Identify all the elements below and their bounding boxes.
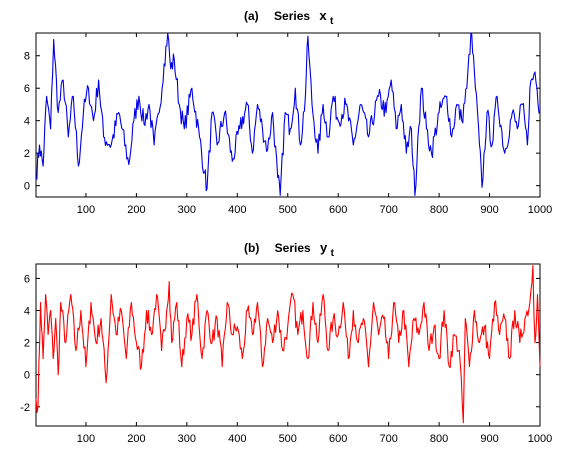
panel-b-xtick-label: 300 — [178, 433, 196, 445]
panel-a-xtick-label: 800 — [430, 204, 448, 216]
panel-a-xtick-label: 1000 — [528, 204, 552, 216]
panel-a-ytick-label: 4 — [24, 116, 30, 128]
panel-a-ticks: 100 200 300 400 500 600 700 800 900 1000 0 2 4 6 8 — [24, 33, 552, 216]
panel-b-xtick-label: 500 — [279, 433, 297, 445]
panel-a-title-subscript: t — [330, 16, 334, 27]
panel-a-series — [35, 32, 541, 196]
panel-b-xtick-label: 1000 — [528, 433, 552, 445]
panel-a-xtick-label: 600 — [329, 204, 347, 216]
panel-a-xtick-label: 400 — [228, 204, 246, 216]
panel-a-ytick-label: 8 — [24, 51, 30, 63]
panel-a-title-word: Series — [274, 9, 310, 23]
panel-a-title-prefix: (a) — [244, 9, 259, 23]
panel-a-xtick-label: 300 — [178, 204, 196, 216]
panel-b-xtick-label: 900 — [480, 433, 498, 445]
panel-b-ytick-label: 6 — [24, 273, 30, 285]
panel-a-xtick-label: 200 — [127, 204, 145, 216]
panel-a-title: (a) Series x t — [244, 8, 334, 27]
panel-a-ytick-label: 6 — [24, 83, 30, 95]
panel-b-title: (b) Series y t — [244, 240, 335, 259]
panel-b-ytick-label: 4 — [24, 306, 30, 318]
panel-b-ytick-label: -2 — [20, 402, 30, 414]
panel-b-ticks: 100 200 300 400 500 600 700 800 900 1000 -2 0 2 4 6 — [20, 264, 552, 445]
panel-b-title-var: y — [320, 240, 328, 255]
panel-b-xtick-label: 600 — [329, 433, 347, 445]
panel-b-title-subscript: t — [331, 248, 335, 259]
panel-b-xtick-label: 100 — [77, 433, 95, 445]
panel-a-title-var: x — [319, 8, 327, 23]
panel-b-series — [35, 265, 541, 424]
panel-b-ytick-label: 2 — [24, 338, 30, 350]
panel-b-title-prefix: (b) — [244, 241, 259, 255]
panel-b-title-word: Series — [275, 241, 311, 255]
panel-b-ytick-label: 0 — [24, 370, 30, 382]
panel-a-xtick-label: 700 — [379, 204, 397, 216]
panel-a-xtick-label: 100 — [77, 204, 95, 216]
panel-a-ytick-label: 0 — [24, 181, 30, 193]
panel-b: (b) Series y t 100 200 300 400 500 600 700 800 9… — [20, 240, 552, 445]
panel-a-xtick-label: 900 — [480, 204, 498, 216]
panel-b-xtick-label: 700 — [379, 433, 397, 445]
panel-b-xtick-label: 800 — [430, 433, 448, 445]
panel-a: (a) Series x t 100 200 300 400 500 600 700 800 9… — [24, 8, 552, 216]
panel-a-ytick-label: 2 — [24, 148, 30, 160]
panel-a-xtick-label: 500 — [279, 204, 297, 216]
panel-b-series-line — [35, 265, 541, 424]
panel-b-xtick-label: 200 — [127, 433, 145, 445]
panel-a-series-line — [35, 32, 541, 196]
panel-b-xtick-label: 400 — [228, 433, 246, 445]
